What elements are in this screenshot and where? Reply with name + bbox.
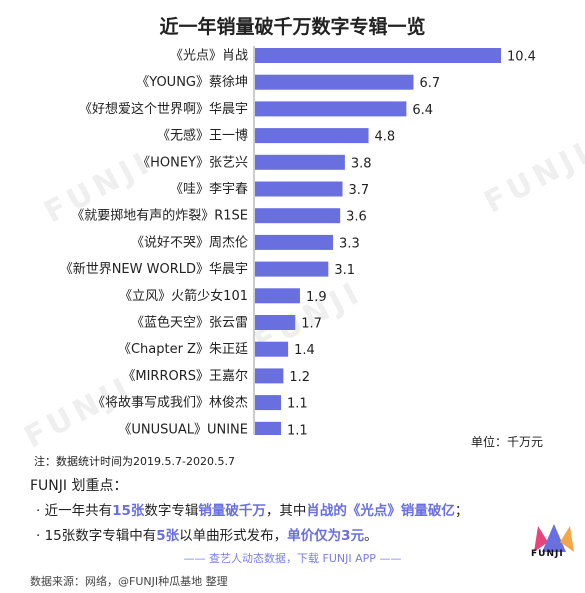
bar — [255, 395, 282, 411]
value-label: 1.7 — [301, 317, 322, 332]
category-label: 《MIRRORS》王嘉尔 — [122, 369, 248, 384]
bar-chart: 《光点》肖战 10.4 《YOUNG》蔡徐坤 6.7 《好想爱这个世界啊》华晨宇 6.4 《… — [60, 46, 536, 435]
key-point-highlight: 销量破千万 — [198, 503, 266, 519]
bar — [255, 154, 345, 170]
crown-icon — [534, 524, 574, 552]
key-point-highlight: 5张 — [156, 528, 180, 544]
value-label: 1.1 — [287, 423, 308, 435]
chart-title: 近一年销量破千万数字专辑一览 — [159, 16, 426, 38]
category-label: 《将故事写成我们》林俊杰 — [92, 396, 248, 411]
value-label: 1.2 — [289, 370, 310, 385]
category-label: 《光点》肖战 — [170, 49, 248, 64]
bar — [255, 101, 407, 117]
bar — [255, 74, 414, 90]
bar — [255, 234, 334, 250]
bar — [255, 421, 282, 435]
data-source: 数据来源：网络，@FUNJI种瓜基地 整理 — [30, 575, 228, 588]
category-label: 《HONEY》张艺兴 — [137, 155, 248, 170]
bar — [255, 288, 300, 304]
value-label: 1.9 — [306, 290, 327, 305]
value-label: 1.1 — [287, 397, 308, 412]
category-label: 《无感》王一博 — [157, 128, 248, 144]
bar — [255, 128, 369, 144]
promo-text: —— 查艺人动态数据，下载 FUNJI APP —— — [183, 552, 402, 565]
data-note: 注：数据统计时间为2019.5.7-2020.5.7 — [34, 455, 235, 468]
category-label: 《好想爱这个世界啊》华晨宇 — [79, 101, 248, 117]
bar — [255, 315, 296, 330]
value-label: 3.8 — [351, 156, 372, 171]
key-point-highlight: 单价仅为3元 — [287, 528, 365, 544]
key-points-title: FUNJI 划重点： — [30, 478, 128, 494]
category-label: 《YOUNG》蔡徐坤 — [136, 75, 248, 90]
key-point-text: · 15张数字专辑中有 — [36, 528, 157, 544]
bar — [255, 341, 289, 357]
bar — [255, 48, 501, 63]
key-point-text: ，其中 — [265, 503, 307, 519]
value-label: 4.8 — [375, 130, 396, 145]
category-label: 《哇》李宇春 — [170, 182, 248, 197]
value-label: 10.4 — [507, 50, 536, 65]
value-label: 3.7 — [349, 183, 370, 198]
category-label: 《新世界NEW WORLD》华晨宇 — [60, 261, 248, 277]
key-point-text: 数字专辑 — [144, 503, 199, 519]
category-label: 《蓝色天空》张云雷 — [131, 315, 248, 331]
bar — [255, 181, 343, 197]
key-point-text: 。 — [364, 528, 378, 544]
value-label: 6.4 — [412, 103, 433, 118]
value-label: 3.6 — [346, 210, 367, 225]
key-point-text: · 近一年共有 — [36, 503, 113, 519]
bar — [255, 208, 341, 224]
logo-text: FUNJI — [531, 549, 564, 559]
value-label: 1.4 — [294, 343, 315, 358]
category-label: 《UNUSUAL》UNINE — [118, 422, 248, 435]
category-label: 《说好不哭》周杰伦 — [131, 235, 248, 250]
key-point-text: ； — [454, 503, 469, 519]
bar — [255, 368, 284, 384]
key-point-text: 以单曲形式发布， — [179, 528, 288, 544]
key-point-highlight: 15张 — [112, 503, 145, 519]
unit-label: 单位：千万元 — [470, 435, 543, 449]
category-label: 《就要掷地有声的炸裂》R1SE — [71, 208, 248, 224]
category-label: 《Chapter Z》朱正廷 — [118, 342, 248, 357]
key-point-1: · 近一年共有15张数字专辑销量破千万，其中肖战的《光点》销量破亿； — [36, 499, 468, 519]
value-label: 3.1 — [334, 263, 355, 278]
value-label: 6.7 — [419, 76, 440, 91]
bar — [255, 261, 329, 277]
key-point-2: · 15张数字专辑中有5张以单曲形式发布，单价仅为3元。 — [36, 524, 378, 544]
value-label: 3.3 — [339, 236, 360, 251]
key-point-highlight: 肖战的《光点》销量破亿 — [306, 503, 455, 519]
category-label: 《立风》火箭少女101 — [119, 288, 248, 304]
